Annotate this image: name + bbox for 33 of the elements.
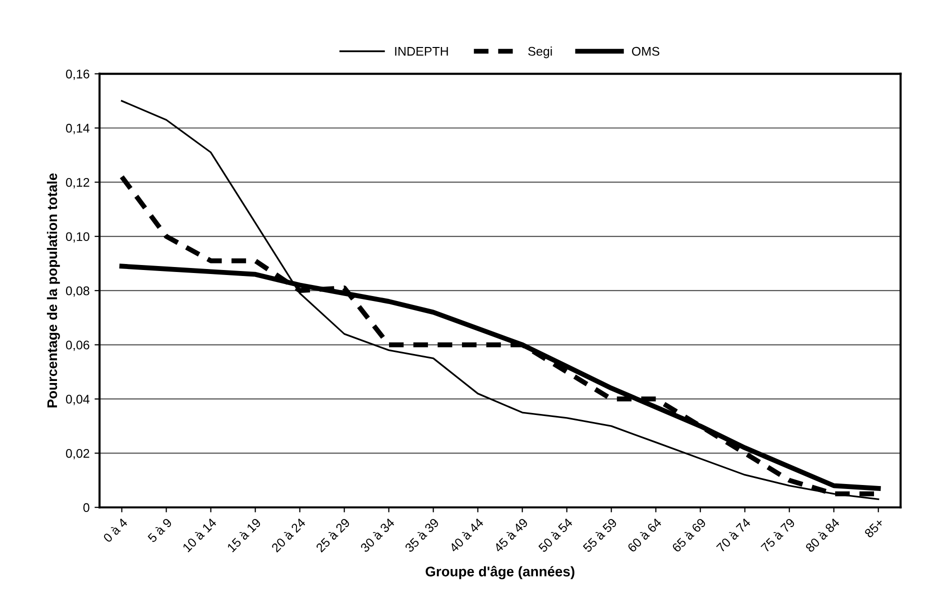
x-tick-label: 80 à 84 <box>804 517 840 553</box>
x-tick-label: 0 à 4 <box>102 517 128 543</box>
legend-label: Segi <box>528 46 552 58</box>
legend-label: OMS <box>632 46 660 56</box>
x-tick-label: 75 à 79 <box>760 517 796 553</box>
legend-label: INDEPTH <box>395 47 448 56</box>
x-tick-label: 45 à 49 <box>492 517 528 553</box>
x-axis-title: Groupe d'âge (années) <box>426 566 574 580</box>
x-tick-label: 60 à 64 <box>626 517 662 553</box>
x-tick-label: 25 à 29 <box>315 517 350 553</box>
y-tick-label: 0,14 <box>66 124 90 134</box>
x-tick-label: 65 à 69 <box>671 517 706 553</box>
x-tick-label: 20 à 24 <box>270 517 306 553</box>
x-tick-label: 15 à 19 <box>226 517 262 552</box>
y-tick-label: 0,08 <box>66 286 90 297</box>
x-tick-label: 70 à 74 <box>716 517 752 553</box>
y-tick-label: 0,12 <box>66 178 90 188</box>
x-tick-label: 50 à 54 <box>538 517 574 553</box>
y-tick-label: 0 <box>83 503 90 512</box>
y-tick-label: 0,16 <box>66 70 90 80</box>
x-tick-label: 40 à 44 <box>448 517 484 553</box>
x-tick-label: 10 à 14 <box>182 517 218 552</box>
line-series <box>120 100 880 500</box>
x-tick-label: 5 à 9 <box>146 517 172 543</box>
y-axis-title: Pourcentage de la population totale <box>46 173 60 408</box>
x-tick-label: 85+ <box>864 518 884 538</box>
y-tick-label: 0,04 <box>66 394 90 406</box>
y-tick-label: 0,02 <box>66 448 90 460</box>
x-tick-label: 55 à 59 <box>582 517 618 553</box>
x-tick-label: 30 à 34 <box>360 517 396 553</box>
y-tick-label: 0,10 <box>66 232 90 243</box>
x-tick-label: 35 à 39 <box>404 517 440 553</box>
y-tick-label: 0,06 <box>66 340 90 351</box>
